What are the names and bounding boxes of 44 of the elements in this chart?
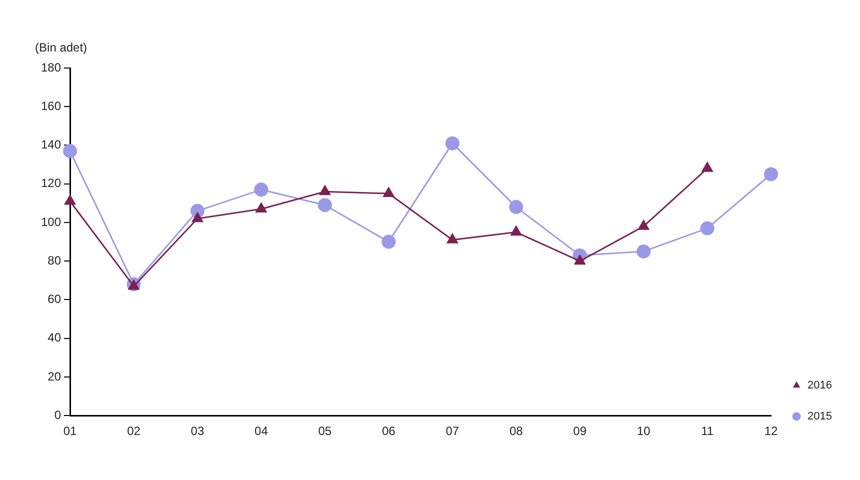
point xyxy=(510,225,522,236)
point xyxy=(255,202,268,212)
x-tick-label: 09 xyxy=(573,424,587,438)
point xyxy=(574,254,586,265)
point xyxy=(446,232,458,244)
legend-label: 2016 xyxy=(808,380,832,392)
point xyxy=(382,234,396,249)
x-tick-label: 11 xyxy=(701,424,714,438)
y-tick-label: 120 xyxy=(40,176,62,190)
point xyxy=(445,136,460,150)
y-tick-label: 80 xyxy=(48,253,62,268)
x-tick-label: 12 xyxy=(764,424,778,438)
point xyxy=(63,144,78,158)
point xyxy=(191,212,204,222)
point xyxy=(382,186,395,198)
x-tick-label: 05 xyxy=(318,424,332,438)
y-tick-label: 0 xyxy=(54,408,62,422)
y-tick-label: 60 xyxy=(48,292,62,306)
x-tick-label: 10 xyxy=(636,424,651,438)
y-axis-title: (Bin adet) xyxy=(35,40,88,54)
x-tick-label: 08 xyxy=(509,424,524,438)
point xyxy=(254,182,268,197)
point xyxy=(700,221,714,236)
y-tick-label: 160 xyxy=(40,98,62,113)
x-tick-label: 02 xyxy=(127,424,141,438)
x-tick-label: 01 xyxy=(63,424,78,438)
point xyxy=(638,219,650,230)
y-tick-label: 100 xyxy=(40,214,62,229)
point xyxy=(318,198,332,212)
x-tick-label: 06 xyxy=(382,424,396,438)
x-tick-label: 03 xyxy=(190,424,204,438)
y-tick-label: 140 xyxy=(40,138,62,152)
legend-label: 2015 xyxy=(808,410,832,423)
point xyxy=(701,161,714,172)
y-tick-label: 20 xyxy=(48,369,62,384)
point xyxy=(636,244,651,258)
x-tick-label: 04 xyxy=(254,424,268,438)
point xyxy=(509,200,524,214)
point xyxy=(764,167,778,182)
point xyxy=(64,194,76,205)
y-tick-label: 40 xyxy=(48,330,62,345)
point xyxy=(318,184,331,196)
y-tick-label: 180 xyxy=(40,60,62,74)
x-tick-label: 07 xyxy=(446,424,460,438)
